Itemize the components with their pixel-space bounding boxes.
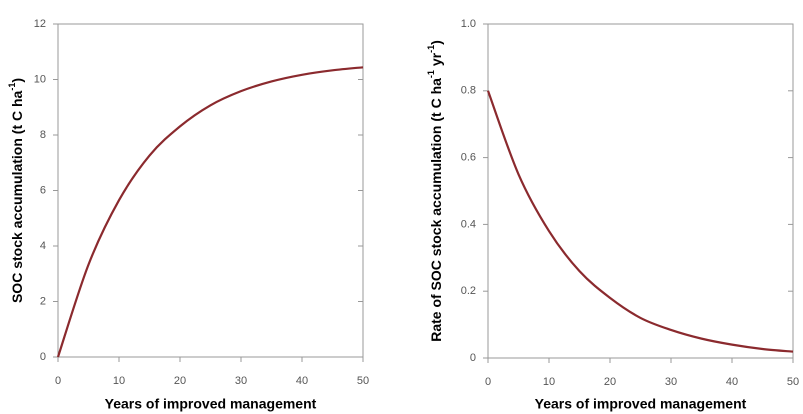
y-tick-label: 8 bbox=[40, 129, 46, 141]
x-axis-label: Years of improved management bbox=[535, 396, 747, 412]
y-tick-label: 4 bbox=[40, 240, 46, 252]
y-axis-label: Rate of SOC stock accumulation (t C ha-1… bbox=[426, 40, 443, 342]
y-tick-label: 2 bbox=[40, 295, 46, 307]
y-axis-label-part: ) bbox=[9, 78, 25, 83]
y-axis-label-part: ) bbox=[428, 40, 444, 45]
y-axis-label-sup: -1 bbox=[426, 70, 436, 78]
plot-frame bbox=[487, 23, 794, 359]
x-tick-label: 40 bbox=[726, 376, 738, 388]
plot-frame bbox=[57, 23, 364, 358]
y-tick-label: 0.4 bbox=[461, 218, 476, 230]
y-tick-label: 0 bbox=[40, 351, 46, 363]
x-tick-label: 30 bbox=[235, 375, 247, 387]
y-axis-label-sup: -1 bbox=[426, 45, 436, 53]
x-tick-label: 40 bbox=[296, 375, 308, 387]
x-tick-label: 20 bbox=[604, 376, 616, 388]
x-tick-label: 10 bbox=[113, 375, 125, 387]
y-axis-label-part: Rate of SOC stock accumulation (t C ha bbox=[428, 78, 444, 342]
data-line bbox=[486, 90, 794, 353]
y-tick-label: 0 bbox=[470, 352, 476, 364]
y-tick-label: 1.0 bbox=[461, 18, 476, 30]
y-tick-label: 6 bbox=[40, 184, 46, 196]
y-tick-label: 0.6 bbox=[461, 152, 476, 164]
x-tick-label: 0 bbox=[55, 375, 61, 387]
y-tick-label: 12 bbox=[34, 18, 46, 30]
x-axis-label: Years of improved management bbox=[105, 396, 317, 412]
y-tick-label: 0.2 bbox=[461, 285, 476, 297]
y-tick-label: 0.8 bbox=[461, 85, 476, 97]
y-tick-label: 10 bbox=[34, 73, 46, 85]
x-tick-label: 50 bbox=[357, 375, 369, 387]
y-axis-label-part: SOC stock accumulation (t C ha bbox=[9, 90, 25, 303]
x-tick-label: 50 bbox=[787, 376, 799, 388]
x-tick-label: 0 bbox=[485, 376, 491, 388]
x-tick-label: 10 bbox=[543, 376, 555, 388]
data-line bbox=[56, 66, 364, 358]
y-axis-label-sup: -1 bbox=[7, 83, 17, 91]
x-tick-label: 30 bbox=[665, 376, 677, 388]
y-axis-label: SOC stock accumulation (t C ha-1) bbox=[7, 78, 24, 303]
x-tick-label: 20 bbox=[174, 375, 186, 387]
y-axis-label-part: yr bbox=[428, 52, 444, 70]
